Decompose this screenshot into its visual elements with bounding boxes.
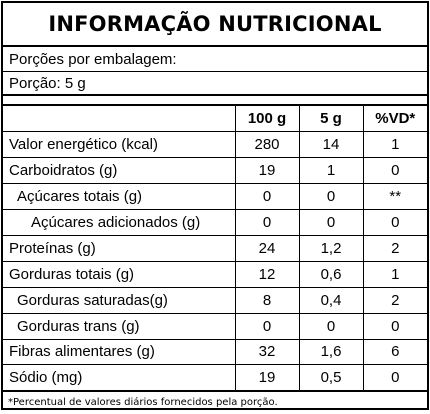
nutrition-table: 100 g 5 g %VD* Valor energético (kcal) 2… — [3, 106, 427, 392]
section-separator — [3, 96, 427, 106]
value-daily: 2 — [362, 287, 427, 314]
value-daily: 0 — [362, 313, 427, 340]
value-daily: ** — [362, 183, 427, 211]
nutrient-name: Carboidratos (g) — [3, 157, 235, 185]
table-row: Proteínas (g) 24 1,2 2 — [3, 235, 427, 262]
nutrient-name: Proteínas (g) — [3, 235, 235, 262]
nutrient-name: Gorduras saturadas(g) — [3, 287, 235, 314]
value-daily: 2 — [362, 235, 427, 262]
value-per-serving: 1 — [298, 157, 363, 185]
table-row: Carboidratos (g) 19 1 0 — [3, 157, 427, 185]
nutrient-name: Gorduras trans (g) — [3, 313, 235, 340]
table-row: Fibras alimentares (g) 32 1,6 6 — [3, 339, 427, 366]
table-header-row: 100 g 5 g %VD* — [3, 106, 427, 133]
table-row: Sódio (mg) 19 0,5 0 — [3, 364, 427, 392]
value-daily: 0 — [362, 364, 427, 392]
nutrient-name: Gorduras totais (g) — [3, 261, 235, 288]
label-title: INFORMAÇÃO NUTRICIONAL — [3, 3, 427, 47]
value-per-100g: 24 — [234, 235, 299, 262]
nutrient-name: Valor energético (kcal) — [3, 131, 235, 159]
nutrient-name: Açúcares adicionados (g) — [3, 209, 235, 236]
table-row: Açúcares adicionados (g) 0 0 0 — [3, 209, 427, 236]
servings-per-package: Porções por embalagem: — [3, 47, 427, 72]
value-per-100g: 0 — [234, 313, 299, 340]
value-per-100g: 12 — [234, 261, 299, 288]
table-row: Gorduras totais (g) 12 0,6 1 — [3, 261, 427, 288]
value-per-100g: 19 — [234, 157, 299, 185]
nutrient-name: Açúcares totais (g) — [3, 183, 235, 211]
value-per-100g: 19 — [234, 364, 299, 392]
table-row: Valor energético (kcal) 280 14 1 — [3, 131, 427, 159]
value-per-100g: 32 — [234, 339, 299, 366]
value-per-100g: 280 — [234, 131, 299, 159]
table-row: Açúcares totais (g) 0 0 ** — [3, 183, 427, 211]
value-daily: 1 — [362, 131, 427, 159]
nutrient-name: Fibras alimentares (g) — [3, 339, 235, 366]
footnote: *Percentual de valores diários fornecido… — [8, 397, 278, 409]
value-per-serving: 14 — [298, 131, 363, 159]
value-per-serving: 1,6 — [298, 339, 363, 366]
value-per-100g: 8 — [234, 287, 299, 314]
value-daily: 1 — [362, 261, 427, 288]
value-per-serving: 0 — [298, 183, 363, 211]
header-daily-value: %VD* — [362, 106, 427, 133]
value-per-serving: 1,2 — [298, 235, 363, 262]
value-per-serving: 0,6 — [298, 261, 363, 288]
value-daily: 0 — [362, 209, 427, 236]
nutrient-name: Sódio (mg) — [3, 364, 235, 392]
header-per-100g: 100 g — [234, 106, 299, 133]
value-per-serving: 0 — [298, 209, 363, 236]
value-per-serving: 0 — [298, 313, 363, 340]
value-per-serving: 0,4 — [298, 287, 363, 314]
header-nutrient — [3, 106, 235, 133]
value-per-serving: 0,5 — [298, 364, 363, 392]
table-row: Gorduras trans (g) 0 0 0 — [3, 313, 427, 340]
serving-size: Porção: 5 g — [3, 72, 427, 96]
value-daily: 6 — [362, 339, 427, 366]
value-per-100g: 0 — [234, 183, 299, 211]
value-per-100g: 0 — [234, 209, 299, 236]
value-daily: 0 — [362, 157, 427, 185]
table-row: Gorduras saturadas(g) 8 0,4 2 — [3, 287, 427, 314]
header-per-serving: 5 g — [298, 106, 363, 133]
